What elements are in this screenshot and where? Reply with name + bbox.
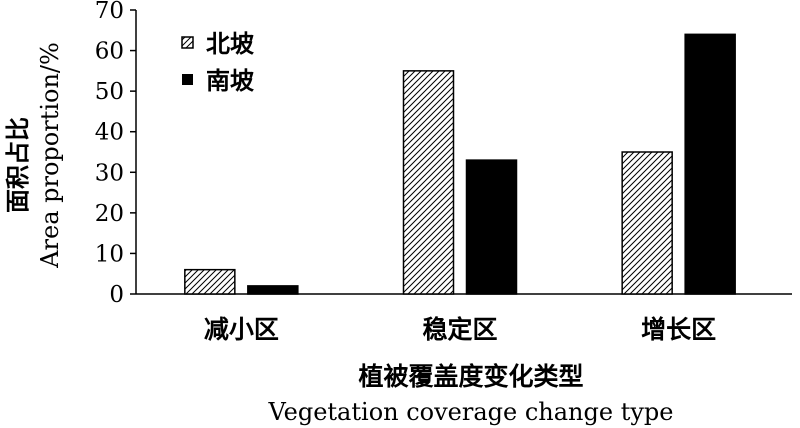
legend-label-north: 北坡 bbox=[206, 30, 254, 58]
bar-north-3 bbox=[621, 151, 673, 295]
y-tick-label: 60 bbox=[95, 39, 124, 65]
y-tick-label: 0 bbox=[109, 282, 124, 308]
bar-north-2 bbox=[402, 70, 455, 295]
x-axis-title: 植被覆盖度变化类型 bbox=[358, 362, 583, 391]
bar-south-1 bbox=[247, 285, 299, 295]
y-tick-label: 50 bbox=[95, 79, 124, 105]
y-tick-label: 20 bbox=[95, 201, 124, 227]
legend-swatch-north bbox=[181, 36, 194, 49]
x-tick-label: 减小区 bbox=[204, 315, 279, 344]
y-tick-label: 30 bbox=[95, 160, 124, 186]
legend-label-south: 南坡 bbox=[206, 67, 254, 95]
y-tick-label: 70 bbox=[95, 0, 124, 24]
x-tick-label: 增长区 bbox=[641, 315, 716, 344]
y-axis-title: 面积占比 bbox=[4, 117, 32, 213]
bar-south-3 bbox=[684, 33, 736, 295]
bar-south-2 bbox=[465, 159, 518, 295]
y-tick-label: 40 bbox=[95, 120, 124, 146]
bar-north-1 bbox=[184, 268, 236, 295]
legend-swatch-south bbox=[182, 74, 193, 85]
legend: 北坡 南坡 bbox=[181, 30, 254, 95]
bars bbox=[184, 33, 736, 295]
x-axis-title-en: Vegetation coverage change type bbox=[268, 398, 674, 426]
y-axis: 0 10 20 30 40 50 60 70 bbox=[95, 0, 137, 308]
x-tick-label: 稳定区 bbox=[422, 315, 497, 344]
y-axis-title-en: Area proportion/% bbox=[36, 42, 64, 269]
y-tick-label: 10 bbox=[95, 241, 124, 267]
x-axis: 减小区 稳定区 增长区 bbox=[136, 293, 792, 344]
